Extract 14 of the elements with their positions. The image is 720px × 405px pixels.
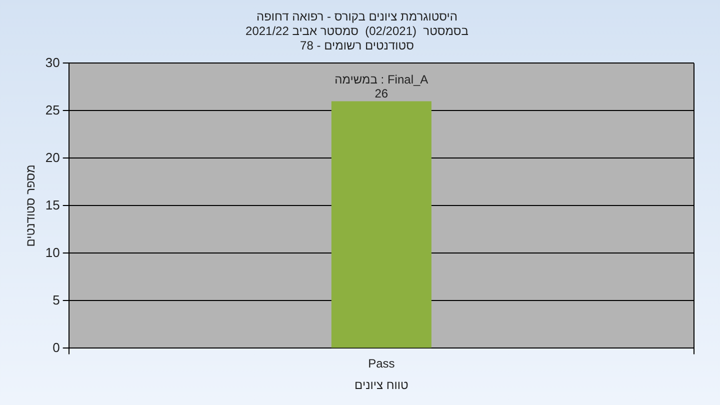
annotation: במשימה : Final_A bbox=[334, 72, 428, 87]
x-tick-label: Pass bbox=[368, 356, 395, 371]
y-axis-title: מספר סטודנטים bbox=[24, 164, 38, 247]
data-label: 26 bbox=[374, 86, 388, 101]
y-tick-label: 10 bbox=[45, 244, 60, 260]
chart-title: היסטוגרמת ציונים בקורס - רפואה דחופה bbox=[256, 10, 458, 24]
y-tick-label: 5 bbox=[52, 292, 60, 308]
y-tick-label: 25 bbox=[45, 102, 60, 118]
x-axis-title: טווח ציונים bbox=[354, 378, 408, 392]
chart-subtitle: בסמסטר (02/2021) סמסטר אביב 2021/22 סטודנטים רשומים - 78 bbox=[246, 24, 468, 52]
y-tick-label: 30 bbox=[45, 54, 60, 70]
y-tick-label: 20 bbox=[45, 150, 60, 165]
y-tick-label: 0 bbox=[52, 340, 60, 355]
y-tick-label: 15 bbox=[45, 197, 60, 212]
